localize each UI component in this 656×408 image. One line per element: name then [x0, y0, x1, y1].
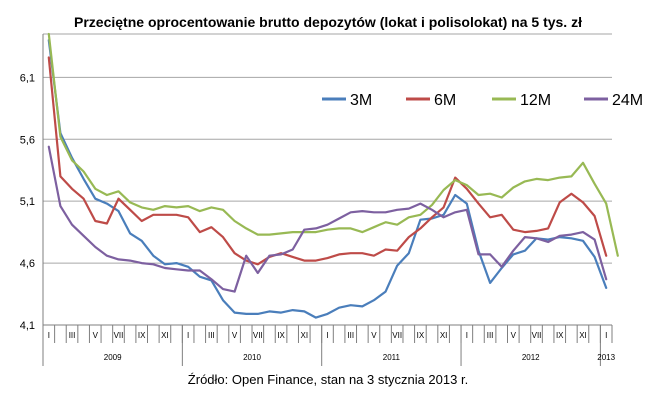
y-tick-label: 4,1 [20, 320, 35, 332]
x-tick-label: IX [556, 331, 564, 340]
x-tick-label: IX [138, 331, 146, 340]
x-tick-label: XI [440, 331, 448, 340]
x-tick-label: XI [579, 331, 587, 340]
x-tick-label: I [326, 331, 328, 340]
x-tick-label: VII [532, 331, 542, 340]
x-tick-label: I [605, 331, 607, 340]
chart-title: Przeciętne oprocentowanie brutto depozyt… [74, 14, 582, 30]
x-tick-label: I [466, 331, 468, 340]
x-tick-label: I [187, 331, 189, 340]
year-label: 2010 [243, 353, 261, 362]
x-tick-label: VII [253, 331, 263, 340]
x-tick-label: IX [277, 331, 285, 340]
y-tick-label: 5,6 [20, 134, 35, 146]
gridlines [43, 33, 612, 326]
x-tick-label: V [511, 331, 517, 340]
x-tick-label: XI [300, 331, 308, 340]
x-tick-label: VII [114, 331, 124, 340]
x-tick-label: V [371, 331, 377, 340]
year-labels: 2009 2010 2011 2012 2013 [104, 353, 616, 362]
year-label: 2009 [104, 353, 122, 362]
series-lines [47, 32, 619, 319]
x-tick-label: V [232, 331, 238, 340]
year-label: 2011 [383, 353, 401, 362]
year-label: 2013 [597, 353, 615, 362]
x-tick-labels: I III V VII IX XI I III V VII IX XI I III V VII IX XI I III… [48, 331, 608, 340]
x-tick-label: III [347, 331, 354, 340]
x-tick-label: III [487, 331, 494, 340]
axes [42, 34, 613, 366]
series-line-24m [47, 145, 608, 293]
x-tick-label: I [48, 331, 50, 340]
y-tick-label: 5,1 [20, 196, 35, 208]
series-line-12m [47, 32, 619, 257]
y-tick-labels: 4,1 4,6 5,1 5,6 6,1 [20, 72, 35, 332]
legend-label-12m: 12M [520, 92, 551, 109]
x-tick-label: VII [392, 331, 402, 340]
x-tick-label: XI [161, 331, 169, 340]
legend-label-3m: 3M [350, 92, 372, 109]
x-tick-label: III [69, 331, 76, 340]
y-tick-label: 6,1 [20, 72, 35, 84]
x-tick-label: V [93, 331, 99, 340]
y-tick-label: 4,6 [20, 258, 35, 270]
x-tick-label: IX [417, 331, 425, 340]
legend-label-6m: 6M [434, 92, 456, 109]
year-label: 2012 [522, 353, 540, 362]
legend-label-24m: 24M [612, 92, 643, 109]
series-line-3m [47, 39, 608, 319]
legend: 3M 6M 12M 24M [322, 92, 643, 109]
x-tick-label: III [208, 331, 215, 340]
source-note: Źródło: Open Finance, stan na 3 stycznia… [187, 372, 469, 387]
series-line-6m [47, 56, 608, 266]
